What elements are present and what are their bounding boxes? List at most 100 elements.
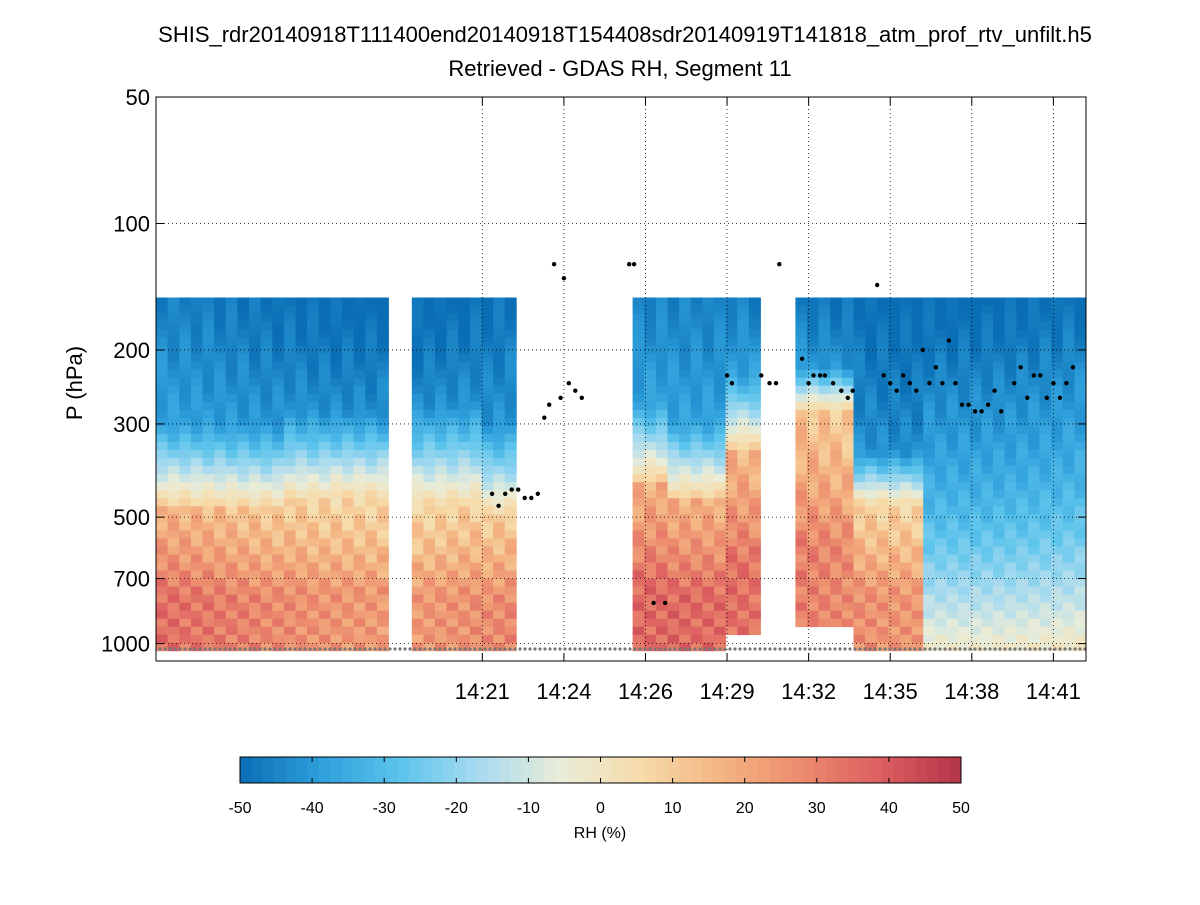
heatmap-cell [1004, 450, 1017, 459]
heatmap-cell [469, 297, 482, 306]
heatmap-cell [911, 514, 924, 523]
heatmap-cell [435, 626, 447, 636]
heatmap-cell [1027, 570, 1040, 579]
heatmap-cell [249, 482, 261, 491]
heatmap-cell [853, 450, 866, 459]
heatmap-cell [958, 594, 971, 603]
heatmap-cell [795, 482, 808, 491]
heatmap-cell [1027, 329, 1040, 338]
heatmap-cell [1016, 329, 1029, 338]
heatmap-cell [411, 321, 424, 330]
heatmap-cell [702, 618, 715, 628]
heatmap-cell [295, 490, 308, 499]
heatmap-cell [1051, 297, 1064, 306]
heatmap-cell [423, 434, 436, 443]
heatmap-cell [725, 506, 738, 515]
heatmap-cell [202, 369, 215, 379]
heatmap-cell [679, 377, 692, 387]
heatmap-cell [748, 409, 761, 419]
heatmap-cell [795, 530, 808, 539]
heatmap-cell [841, 610, 854, 620]
heatmap-cell [911, 626, 924, 636]
heatmap-cell [911, 401, 924, 411]
heatmap-cell [888, 586, 901, 595]
heatmap-cell [737, 442, 750, 451]
cloud-top-marker [845, 395, 850, 400]
heatmap-cell [446, 610, 459, 620]
heatmap-cell [179, 297, 192, 306]
y-tick-label: 1000 [101, 632, 150, 657]
heatmap-cell [446, 578, 459, 587]
heatmap-cell [818, 385, 831, 395]
heatmap-cell [318, 530, 331, 539]
heatmap-cell [900, 610, 912, 620]
heatmap-cell [900, 642, 912, 652]
heatmap-cell [737, 522, 750, 531]
heatmap-cell [423, 313, 436, 322]
heatmap-cell [167, 546, 180, 555]
heatmap-cell [807, 305, 819, 314]
heatmap-cell [260, 642, 273, 652]
surface-marker [998, 647, 1002, 651]
heatmap-cell [318, 546, 331, 555]
cloud-top-marker [799, 356, 805, 361]
heatmap-cell [307, 530, 320, 539]
heatmap-cell [818, 329, 831, 338]
heatmap-cell [260, 305, 273, 314]
heatmap-cell [1004, 618, 1017, 628]
heatmap-cell [481, 401, 494, 411]
heatmap-cell [295, 626, 308, 636]
heatmap-cell [969, 482, 982, 491]
heatmap-cell [318, 642, 331, 652]
cloud-top-marker [561, 276, 567, 281]
heatmap-cell [1004, 626, 1017, 636]
heatmap-cell [981, 618, 994, 628]
heatmap-cell [469, 490, 482, 499]
heatmap-cell [830, 490, 843, 499]
surface-marker [723, 647, 727, 651]
heatmap-cell [818, 506, 831, 515]
heatmap-cell [900, 361, 912, 371]
heatmap-cell [737, 610, 750, 620]
heatmap-cell [748, 546, 761, 555]
surface-marker [683, 647, 687, 651]
heatmap-cell [1074, 313, 1087, 322]
heatmap-cell [911, 442, 924, 451]
heatmap-cell [841, 297, 854, 306]
heatmap-cell [237, 305, 250, 314]
surface-marker [1063, 647, 1067, 651]
heatmap-cell [260, 562, 273, 571]
heatmap-cell [923, 570, 936, 579]
heatmap-cell [1027, 450, 1040, 459]
heatmap-cell [458, 554, 471, 563]
heatmap-cell [376, 642, 389, 652]
heatmap-cell [458, 578, 471, 587]
heatmap-cell [714, 642, 726, 652]
surface-marker [943, 647, 947, 651]
heatmap-cell [958, 434, 971, 443]
heatmap-cell [1027, 305, 1040, 314]
heatmap-cell [318, 554, 331, 563]
heatmap-cell [818, 434, 831, 443]
heatmap-cell [865, 466, 878, 475]
heatmap-cell [318, 426, 331, 435]
heatmap-cell [958, 361, 971, 371]
heatmap-cell [679, 634, 692, 644]
heatmap-cell [993, 642, 1005, 652]
heatmap-cell [202, 498, 215, 507]
heatmap-cell [644, 546, 657, 555]
heatmap-cell [1027, 482, 1040, 491]
heatmap-cell [1016, 337, 1029, 346]
heatmap-cell [667, 377, 680, 387]
heatmap-cell [1016, 305, 1029, 314]
heatmap-cell [807, 450, 819, 459]
heatmap-cell [272, 506, 285, 515]
heatmap-cell [830, 385, 843, 395]
heatmap-cell [667, 522, 680, 531]
heatmap-cell [469, 466, 482, 475]
heatmap-cell [981, 634, 994, 644]
surface-marker [928, 647, 932, 651]
heatmap-cell [214, 369, 227, 379]
heatmap-cell [423, 602, 436, 612]
heatmap-cell [353, 442, 366, 451]
